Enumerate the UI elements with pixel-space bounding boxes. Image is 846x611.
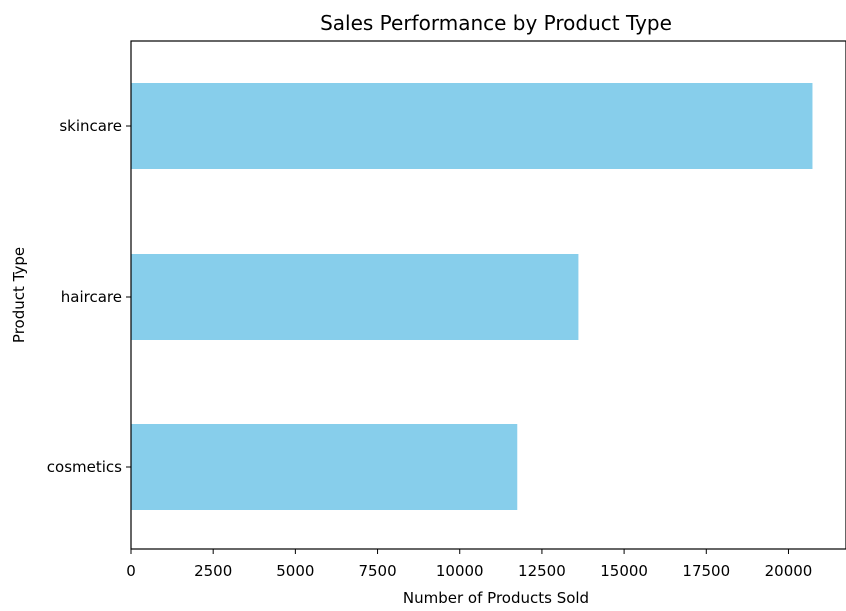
x-tick-label: 15000 <box>600 562 648 580</box>
x-tick-label: 12500 <box>518 562 566 580</box>
y-axis-ticks: cosmetics haircare skincare <box>47 117 131 476</box>
x-tick-label: 10000 <box>436 562 484 580</box>
chart-title: Sales Performance by Product Type <box>320 11 672 35</box>
y-tick-label: cosmetics <box>47 458 122 476</box>
bar-haircare <box>131 254 579 340</box>
bars-layer <box>131 83 813 510</box>
y-tick-label: skincare <box>59 117 122 135</box>
x-axis-label: Number of Products Sold <box>403 589 589 607</box>
x-tick-label: 5000 <box>276 562 314 580</box>
y-axis-label: Product Type <box>10 247 28 343</box>
bar-skincare <box>131 83 813 169</box>
x-tick-label: 7500 <box>358 562 396 580</box>
y-tick-label: haircare <box>61 288 122 306</box>
x-tick-label: 20000 <box>765 562 813 580</box>
x-tick-label: 2500 <box>194 562 232 580</box>
x-tick-label: 0 <box>126 562 136 580</box>
x-tick-label: 17500 <box>682 562 730 580</box>
x-axis-ticks: 0 2500 5000 7500 10000 12500 15000 17500 20000 <box>126 549 812 580</box>
bar-cosmetics <box>131 424 518 510</box>
plot-frame <box>130 40 846 550</box>
